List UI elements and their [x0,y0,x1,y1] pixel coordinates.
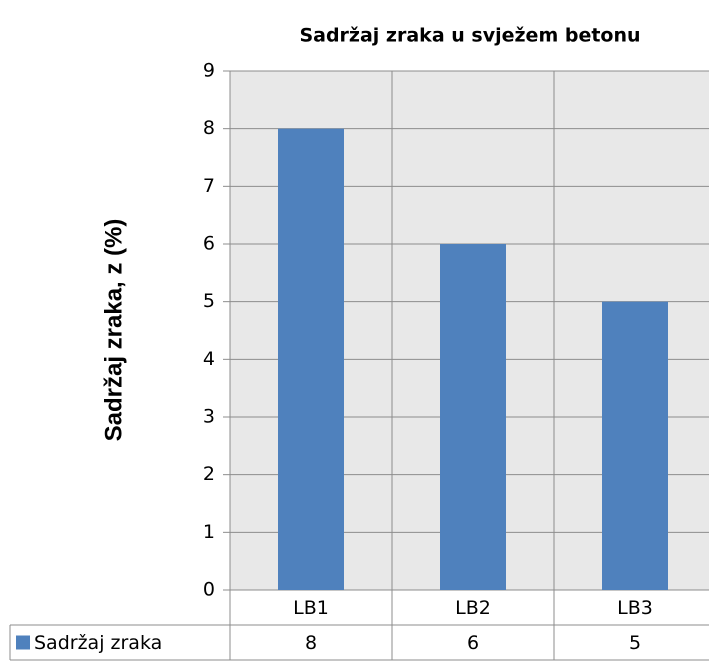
y-tick-label: 4 [203,348,215,370]
y-tick-label: 5 [203,290,215,312]
y-tick-label: 0 [203,579,215,601]
table-value: 8 [305,632,317,654]
y-tick-label: 1 [203,521,215,543]
x-tick-label: LB1 [293,597,329,619]
legend-swatch [16,635,30,650]
y-tick-label: 8 [203,117,215,139]
y-axis-label: Sadržaj zraka, z (%) [100,219,127,442]
chart-title: Sadržaj zraka u svježem betonu [299,25,640,47]
bar [440,244,506,590]
x-tick-label: LB2 [455,597,491,619]
table-value: 6 [467,632,479,654]
y-tick-label: 7 [203,175,215,197]
bar [602,301,668,590]
table-value: 5 [629,632,641,654]
y-tick-label: 6 [203,233,215,255]
legend-label: Sadržaj zraka [34,632,162,654]
bar [278,128,344,590]
x-tick-label: LB3 [617,597,653,619]
y-tick-label: 9 [203,60,215,82]
y-tick-label: 2 [203,463,215,485]
y-tick-label: 3 [203,406,215,428]
